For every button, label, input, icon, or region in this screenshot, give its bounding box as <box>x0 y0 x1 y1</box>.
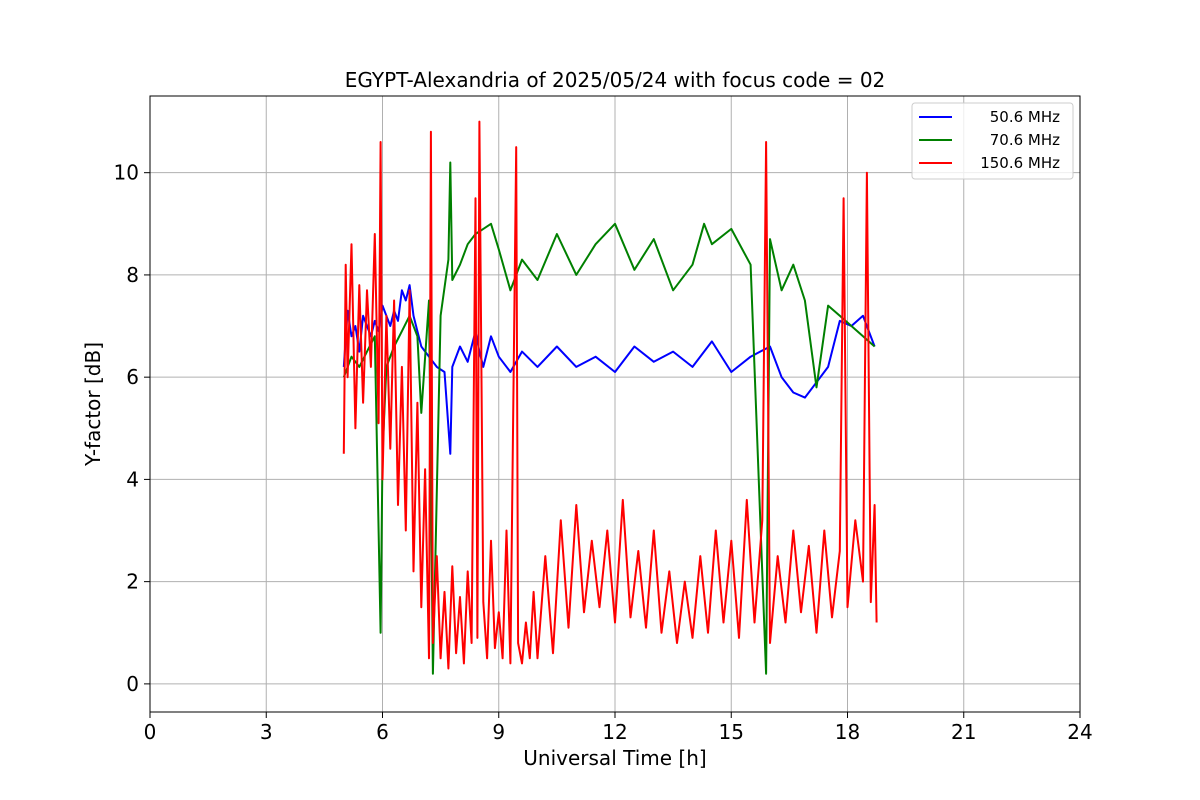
x-tick-label: 3 <box>260 720 273 744</box>
x-tick-label: 6 <box>376 720 389 744</box>
y-tick-label: 6 <box>126 365 139 389</box>
x-tick-label: 15 <box>719 720 744 744</box>
series-line-2 <box>342 120 878 670</box>
legend-box <box>911 102 1074 180</box>
x-tick-label: 12 <box>602 720 627 744</box>
legend: 50.6 MHz 70.6 MHz 150.6 MHz <box>911 102 1074 180</box>
x-tick-label: 18 <box>835 720 860 744</box>
x-tick-label: 0 <box>144 720 157 744</box>
y-tick-label: 0 <box>126 672 139 696</box>
x-tick-label: 24 <box>1067 720 1092 744</box>
x-tick-label: 9 <box>492 720 505 744</box>
series-line-1 <box>342 161 876 675</box>
legend-label: 50.6 MHz <box>990 108 1060 126</box>
y-axis-label: Y-factor [dB] <box>81 342 105 467</box>
chart-title: EGYPT-Alexandria of 2025/05/24 with focu… <box>345 68 886 92</box>
plot-area <box>342 120 878 675</box>
y-tick-label: 10 <box>114 161 139 185</box>
y-tick-label: 2 <box>126 570 139 594</box>
x-tick-label: 21 <box>951 720 976 744</box>
y-tick-label: 4 <box>126 467 139 491</box>
x-axis-label: Universal Time [h] <box>523 746 706 770</box>
y-tick-label: 8 <box>126 263 139 287</box>
legend-label: 70.6 MHz <box>990 131 1060 149</box>
legend-label: 150.6 MHz <box>980 154 1060 172</box>
